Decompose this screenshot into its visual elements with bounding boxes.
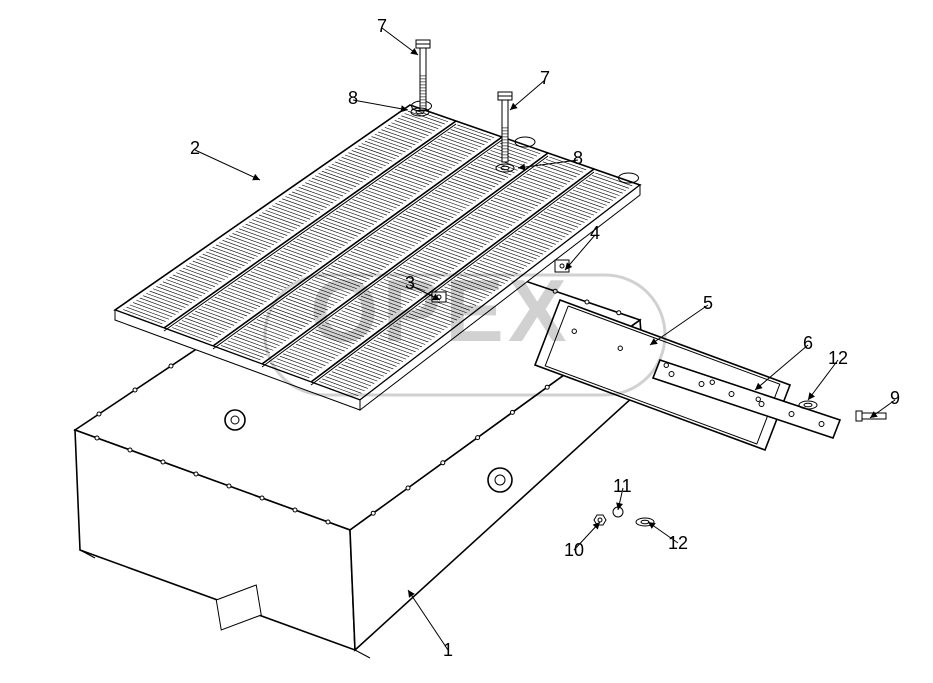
callout-3: 3 [405, 273, 415, 294]
callout-7a: 7 [377, 16, 387, 37]
callout-6: 6 [803, 333, 813, 354]
callout-12a: 12 [828, 348, 848, 369]
callout-7b: 7 [540, 68, 550, 89]
callout-8b: 8 [573, 148, 583, 169]
callout-2: 2 [190, 138, 200, 159]
callout-4: 4 [590, 223, 600, 244]
callout-11: 11 [613, 476, 632, 497]
callout-5: 5 [703, 293, 713, 314]
callout-8a: 8 [348, 88, 358, 109]
diagram-stage: 1 2 3 4 5 6 7 8 7 8 9 10 11 12 12 OPEX [0, 0, 933, 683]
exploded-diagram-svg [0, 0, 933, 683]
callout-1: 1 [443, 640, 453, 661]
callout-10: 10 [564, 540, 584, 561]
callout-12b: 12 [668, 533, 688, 554]
callout-9: 9 [890, 388, 900, 409]
